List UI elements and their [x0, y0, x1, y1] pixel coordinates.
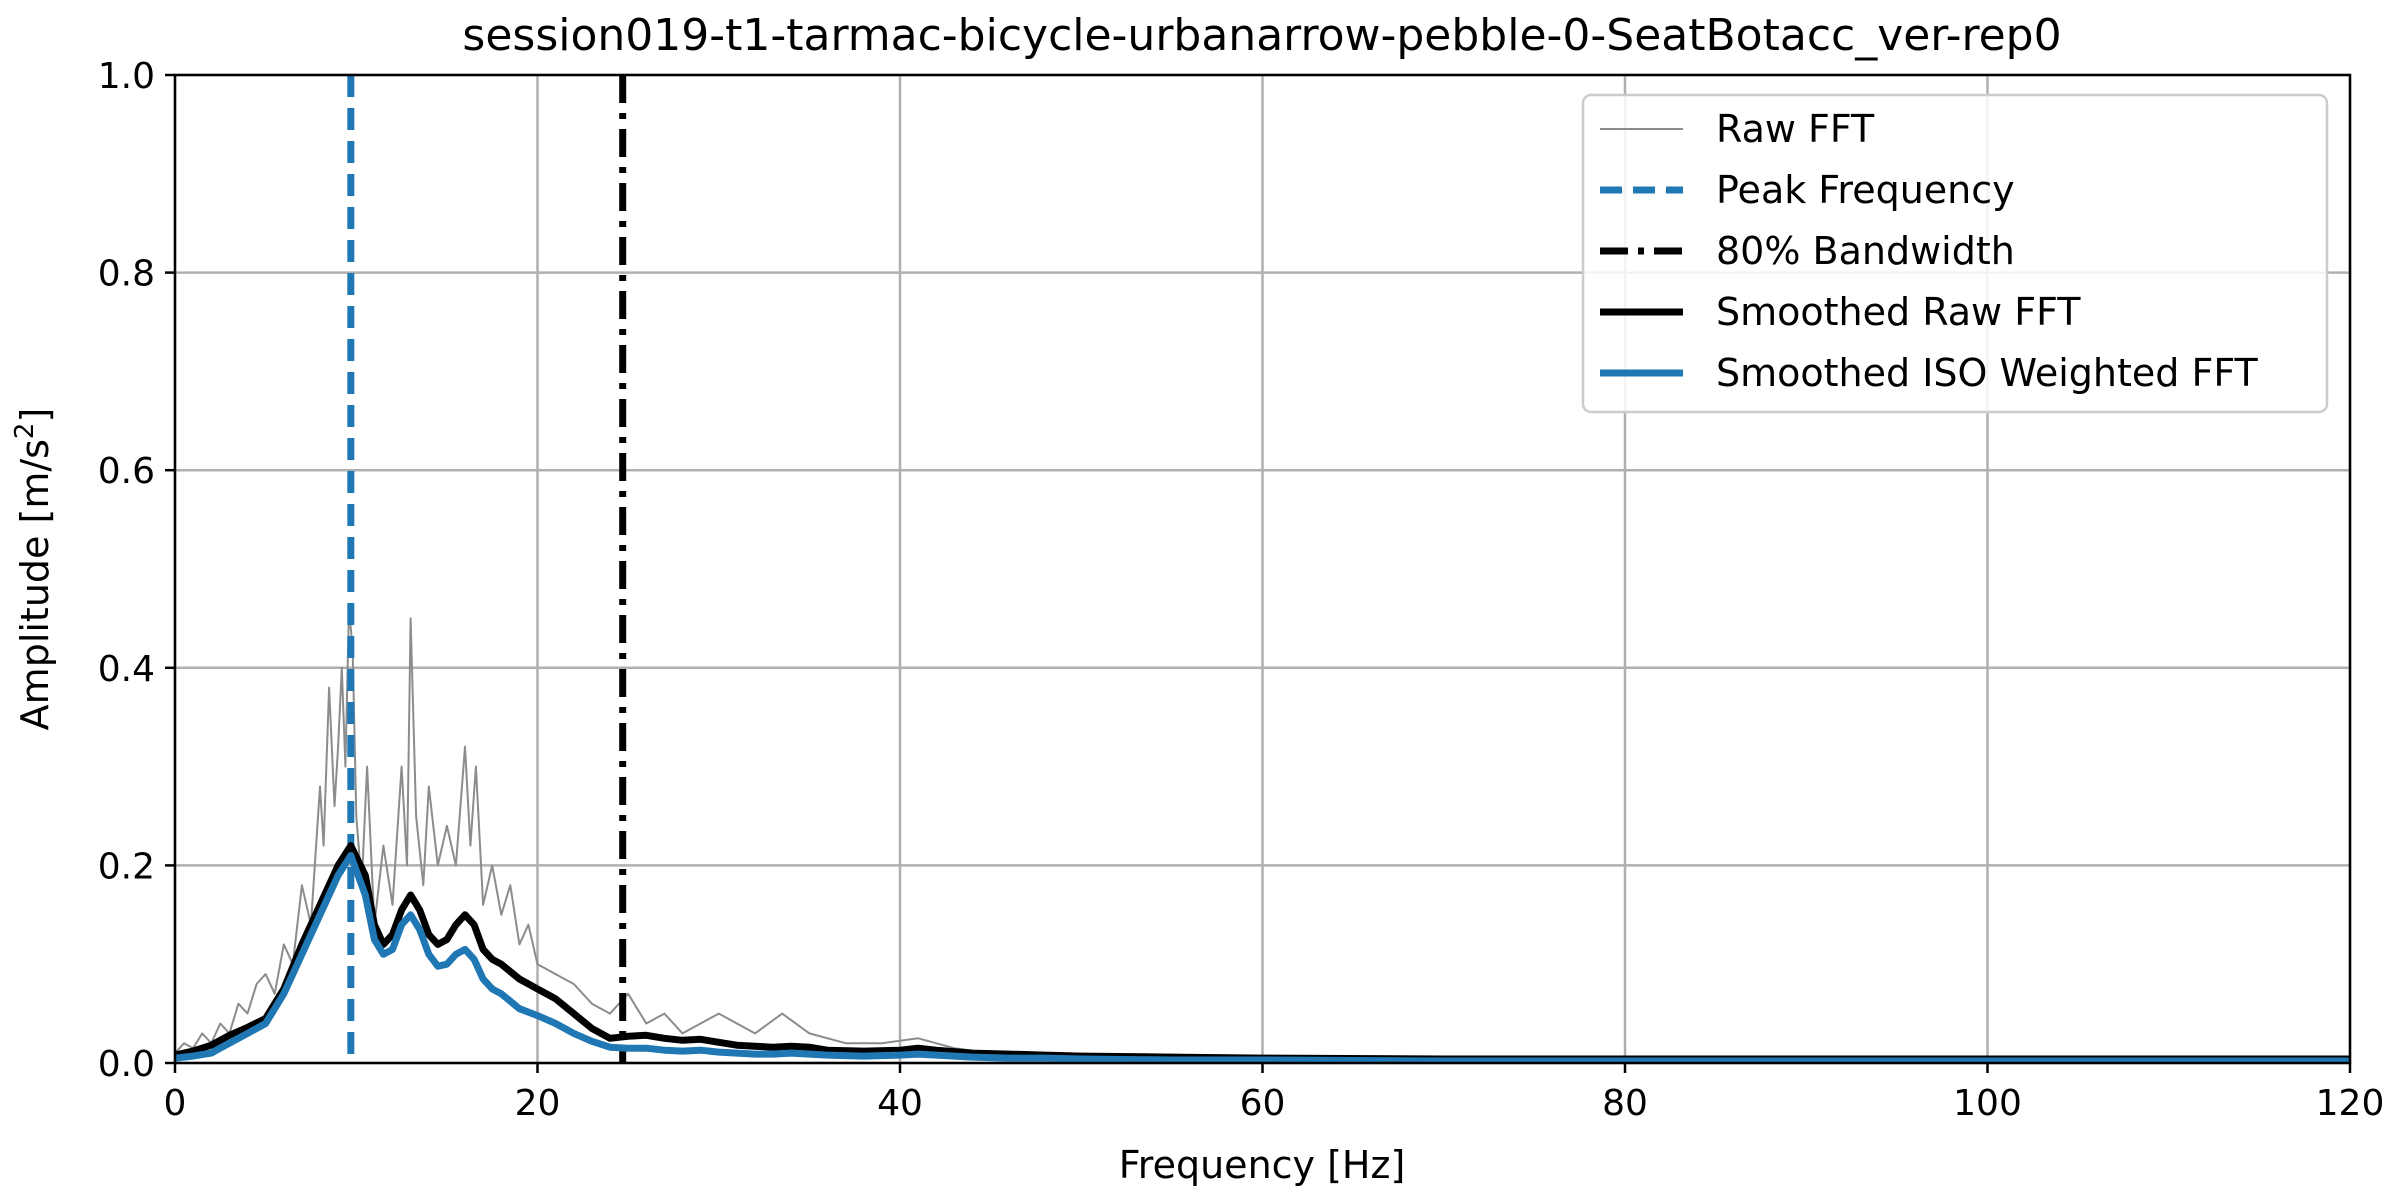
y-tick-label: 0.8 [98, 254, 155, 295]
legend-label-smoothed-iso-weighted-fft: Smoothed ISO Weighted FFT [1716, 351, 2259, 395]
x-tick-label: 80 [1602, 1083, 1648, 1124]
series-raw-fft [175, 607, 2350, 1061]
y-tick-label: 0.2 [98, 846, 155, 887]
y-axis-label-sup: 2 [10, 423, 40, 440]
x-tick-label: 40 [877, 1083, 923, 1124]
x-tick-label: 20 [515, 1083, 561, 1124]
series-smoothed-iso-weighted-fft [175, 852, 2350, 1063]
series-layer [175, 75, 2350, 1063]
y-axis-label-end: ] [13, 408, 57, 423]
y-tick-label: 0.4 [98, 649, 155, 690]
y-axis-label-main: Amplitude [m/s [13, 439, 57, 730]
legend-label-peak-frequency: Peak Frequency [1716, 168, 2015, 212]
legend-label-80-bandwidth: 80% Bandwidth [1716, 229, 2015, 273]
legend: Raw FFT Peak Frequency 80% Bandwidth Smo… [1581, 93, 2329, 414]
axis-ticks: 0 20 40 60 80 100 120 0.0 0.2 0.4 0.6 0.8 1.0 [98, 56, 2385, 1124]
chart-title: session019-t1-tarmac-bicycle-urbanarrow-… [462, 10, 2061, 61]
legend-label-smoothed-raw-fft: Smoothed Raw FFT [1716, 290, 2081, 334]
x-tick-label: 60 [1240, 1083, 1286, 1124]
series-smoothed-raw-fft [175, 842, 2350, 1063]
y-tick-label: 0.0 [98, 1044, 155, 1085]
y-axis-label: Amplitude [m/s2] [10, 408, 57, 731]
y-tick-label: 0.6 [98, 451, 155, 492]
x-tick-label: 100 [1953, 1083, 2022, 1124]
legend-label-raw-fft: Raw FFT [1716, 107, 1875, 151]
legend-box [1581, 93, 2329, 414]
x-tick-label: 120 [2316, 1083, 2385, 1124]
y-tick-label: 1.0 [98, 56, 155, 97]
x-axis-label: Frequency [Hz] [1119, 1143, 1406, 1187]
x-tick-label: 0 [164, 1083, 187, 1124]
